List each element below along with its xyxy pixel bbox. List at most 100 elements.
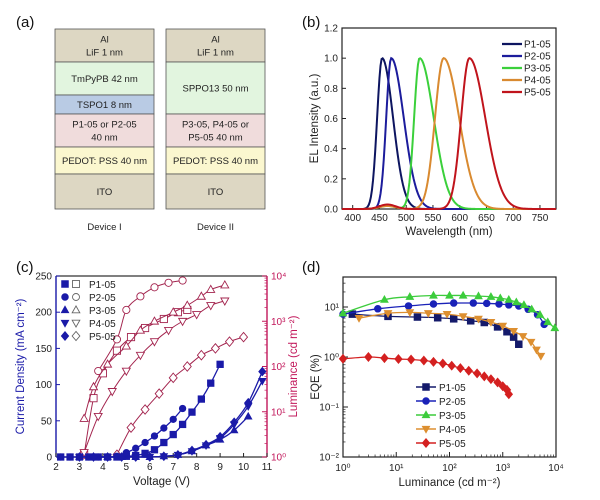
current-point — [117, 452, 126, 462]
eqe-point — [449, 299, 458, 307]
luminance-point — [107, 388, 117, 397]
layer-label: Al — [100, 35, 108, 46]
x-tick-label: 400 — [344, 213, 361, 224]
luminance-point — [136, 292, 145, 301]
eqe-point — [480, 318, 489, 327]
eqe-point — [433, 313, 442, 322]
luminance-point — [149, 338, 160, 347]
x-tick-label: 10² — [442, 463, 457, 474]
legend-label: P2-05 — [89, 293, 116, 304]
eqe-point — [445, 290, 454, 299]
eqe-point — [338, 308, 348, 317]
x-tick-label: 450 — [371, 213, 388, 224]
luminance-point — [126, 422, 136, 433]
luminance-point — [121, 341, 132, 350]
x-tick-label: 2 — [53, 462, 59, 473]
y-tick-label: 100 — [35, 380, 52, 391]
luminance-point — [102, 359, 113, 368]
current-point — [178, 420, 187, 429]
legend-label: P4-05 — [89, 319, 116, 330]
current-line-P5-05 — [79, 371, 263, 458]
legend-marker-filled — [60, 305, 70, 314]
eqe-point — [519, 300, 529, 309]
luminance-point — [191, 311, 202, 320]
x-tick-label: 7 — [170, 462, 176, 473]
device-name: Device I — [87, 222, 121, 233]
eqe-point — [348, 310, 357, 318]
y-tick-label: 10⁰ — [324, 353, 339, 364]
y-axis-title: EL Intensity (a.u.) — [309, 73, 321, 163]
legend-marker — [421, 410, 431, 419]
eqe-point — [447, 360, 456, 371]
eqe-point — [458, 313, 468, 322]
luminance-point — [154, 388, 164, 400]
current-point — [201, 439, 211, 450]
el-spectra-chart: 400 450 500 550 600 650 700 750 0.0 0.2 0.4 0.6 0.8 1… — [309, 24, 557, 238]
luminance-point — [159, 314, 168, 324]
layer-label: 40 nm — [91, 133, 117, 144]
y2-tick-label: 10³ — [271, 317, 286, 328]
eqe-point — [474, 291, 483, 300]
eqe-point — [504, 389, 514, 400]
eqe-point — [503, 327, 511, 336]
legend-marker-filled — [61, 280, 69, 288]
eqe-point — [413, 313, 422, 321]
jvl-chart: 2 3 4 5 6 7 8 9 10 11 0 50 100 150 200 250 10⁰ 10¹ 10² 10³ 1… — [15, 272, 300, 489]
x-tick-label: 9 — [217, 462, 223, 473]
current-line-P2-05 — [60, 408, 184, 458]
luminance-point — [224, 336, 235, 347]
layer-label: ITO — [97, 187, 113, 198]
y-tick-label: 10¹ — [325, 303, 340, 314]
eqe-point — [394, 354, 403, 365]
eqe-point — [406, 354, 416, 365]
eqe-point — [429, 356, 438, 367]
current-point — [57, 453, 65, 461]
y-axis-title: EQE (%) — [310, 354, 322, 400]
eqe-point — [383, 310, 393, 318]
current-point — [75, 452, 84, 462]
legend-label: P1-05 — [524, 40, 551, 51]
layer-block — [54, 61, 155, 96]
y2-tick-label: 10⁴ — [271, 272, 286, 283]
eqe-point — [535, 310, 545, 318]
legend-label: P5-05 — [439, 439, 466, 450]
eqe-point — [464, 365, 473, 376]
y2-tick-label: 10⁰ — [271, 453, 286, 464]
eqe-point — [380, 294, 389, 303]
current-point — [207, 379, 215, 387]
current-point — [150, 432, 159, 440]
eqe-point — [364, 352, 373, 362]
x-tick-label: 10³ — [496, 463, 511, 474]
eqe-point — [486, 292, 496, 300]
luminance-point — [122, 305, 131, 314]
current-point — [145, 452, 154, 462]
eqe-line-P3-05 — [342, 294, 556, 329]
legend-label: P2-05 — [524, 52, 551, 63]
current-point — [243, 411, 253, 420]
luminance-point — [89, 394, 98, 403]
eqe-point — [509, 327, 519, 336]
eqe-point — [532, 346, 541, 355]
current-point — [160, 438, 168, 447]
current-point — [230, 417, 239, 428]
luminance-point — [79, 449, 89, 458]
luminance-line-P5-05 — [116, 336, 244, 455]
device-stack-1: Al LiF 1 nm TmPyPB 42 nm TSPO1 8 nm P1-05 or… — [54, 28, 155, 233]
eqe-point — [456, 363, 465, 374]
current-point — [66, 453, 74, 461]
current-point — [187, 445, 197, 456]
eqe-point — [493, 377, 502, 388]
eqe-point — [504, 294, 514, 303]
x-axis-title: Voltage (V) — [133, 476, 190, 488]
x-tick-label: 10⁰ — [335, 463, 350, 474]
layer-label: P5-05 40 nm — [188, 133, 242, 144]
x-tick-label: 4 — [100, 462, 106, 473]
legend-marker-open — [72, 280, 80, 288]
y-tick-label: 1.0 — [324, 54, 338, 65]
legend-marker-filled — [60, 319, 70, 328]
x-tick-label: 10⁴ — [548, 463, 563, 474]
y-tick-label: 10⁻² — [319, 453, 339, 464]
current-point — [178, 404, 187, 413]
eqe-point — [419, 355, 429, 366]
